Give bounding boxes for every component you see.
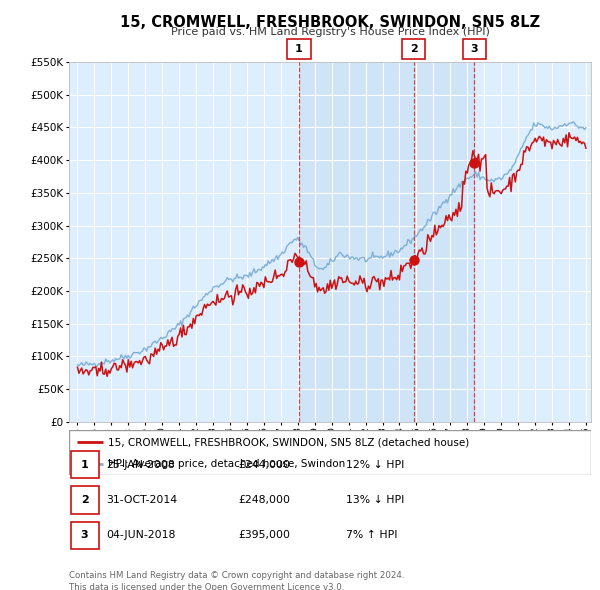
Text: 2: 2 <box>410 44 418 54</box>
Text: 04-JUN-2018: 04-JUN-2018 <box>106 530 176 540</box>
FancyBboxPatch shape <box>71 451 98 478</box>
FancyBboxPatch shape <box>71 486 98 514</box>
Text: 3: 3 <box>81 530 88 540</box>
Text: 1: 1 <box>81 460 88 470</box>
FancyBboxPatch shape <box>463 39 486 59</box>
Text: 31-OCT-2014: 31-OCT-2014 <box>106 495 178 505</box>
Text: Price paid vs. HM Land Registry's House Price Index (HPI): Price paid vs. HM Land Registry's House … <box>170 27 490 37</box>
FancyBboxPatch shape <box>401 39 425 59</box>
Text: HPI: Average price, detached house, Swindon: HPI: Average price, detached house, Swin… <box>108 458 346 468</box>
Text: 12% ↓ HPI: 12% ↓ HPI <box>346 460 404 470</box>
Text: 7% ↑ HPI: 7% ↑ HPI <box>346 530 398 540</box>
Bar <box>299 62 475 422</box>
Text: 13% ↓ HPI: 13% ↓ HPI <box>346 495 404 505</box>
Text: £248,000: £248,000 <box>238 495 290 505</box>
Text: Contains HM Land Registry data © Crown copyright and database right 2024.: Contains HM Land Registry data © Crown c… <box>69 571 404 580</box>
Text: £244,000: £244,000 <box>238 460 290 470</box>
Text: 15, CROMWELL, FRESHBROOK, SWINDON, SN5 8LZ: 15, CROMWELL, FRESHBROOK, SWINDON, SN5 8… <box>120 15 540 30</box>
Text: 25-JAN-2008: 25-JAN-2008 <box>106 460 175 470</box>
Text: This data is licensed under the Open Government Licence v3.0.: This data is licensed under the Open Gov… <box>69 583 344 590</box>
Text: 2: 2 <box>81 495 88 505</box>
FancyBboxPatch shape <box>71 522 98 549</box>
Text: 1: 1 <box>295 44 303 54</box>
FancyBboxPatch shape <box>69 430 591 475</box>
Text: 3: 3 <box>470 44 478 54</box>
Text: £395,000: £395,000 <box>238 530 290 540</box>
Text: 15, CROMWELL, FRESHBROOK, SWINDON, SN5 8LZ (detached house): 15, CROMWELL, FRESHBROOK, SWINDON, SN5 8… <box>108 437 469 447</box>
FancyBboxPatch shape <box>287 39 311 59</box>
